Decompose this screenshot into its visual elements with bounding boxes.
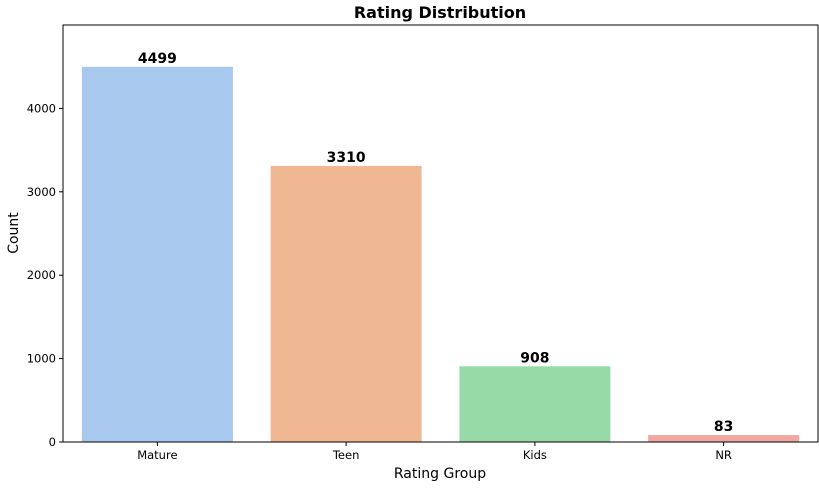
- y-axis-ticks: 0 1000 2000 3000 4000: [27, 101, 63, 449]
- y-tick-label: 4000: [27, 101, 56, 115]
- bars-group: [81, 66, 800, 443]
- x-tick-label: Teen: [332, 448, 360, 462]
- x-axis-label: Rating Group: [394, 466, 486, 482]
- y-tick-label: 0: [49, 435, 56, 449]
- x-tick-label: NR: [715, 448, 732, 462]
- data-label-nr: 83: [714, 419, 733, 435]
- bar-kids: [459, 366, 611, 442]
- y-tick-label: 1000: [27, 352, 56, 366]
- data-label-teen: 3310: [327, 150, 366, 166]
- bar-mature: [81, 66, 233, 443]
- x-axis-ticks: Mature Teen Kids NR: [137, 442, 732, 462]
- y-tick-label: 3000: [27, 185, 56, 199]
- x-tick-label: Mature: [137, 448, 177, 462]
- y-tick-label: 2000: [27, 268, 56, 282]
- chart-title: Rating Distribution: [354, 3, 526, 22]
- y-axis-label: Count: [6, 212, 22, 254]
- bar-nr: [648, 435, 800, 442]
- data-label-kids: 908: [520, 350, 549, 366]
- bar-teen: [270, 165, 422, 443]
- plot-frame: [62, 24, 819, 443]
- data-label-mature: 4499: [138, 51, 177, 67]
- x-tick-label: Kids: [523, 448, 547, 462]
- data-labels-group: 4499 3310 908 83: [138, 51, 733, 435]
